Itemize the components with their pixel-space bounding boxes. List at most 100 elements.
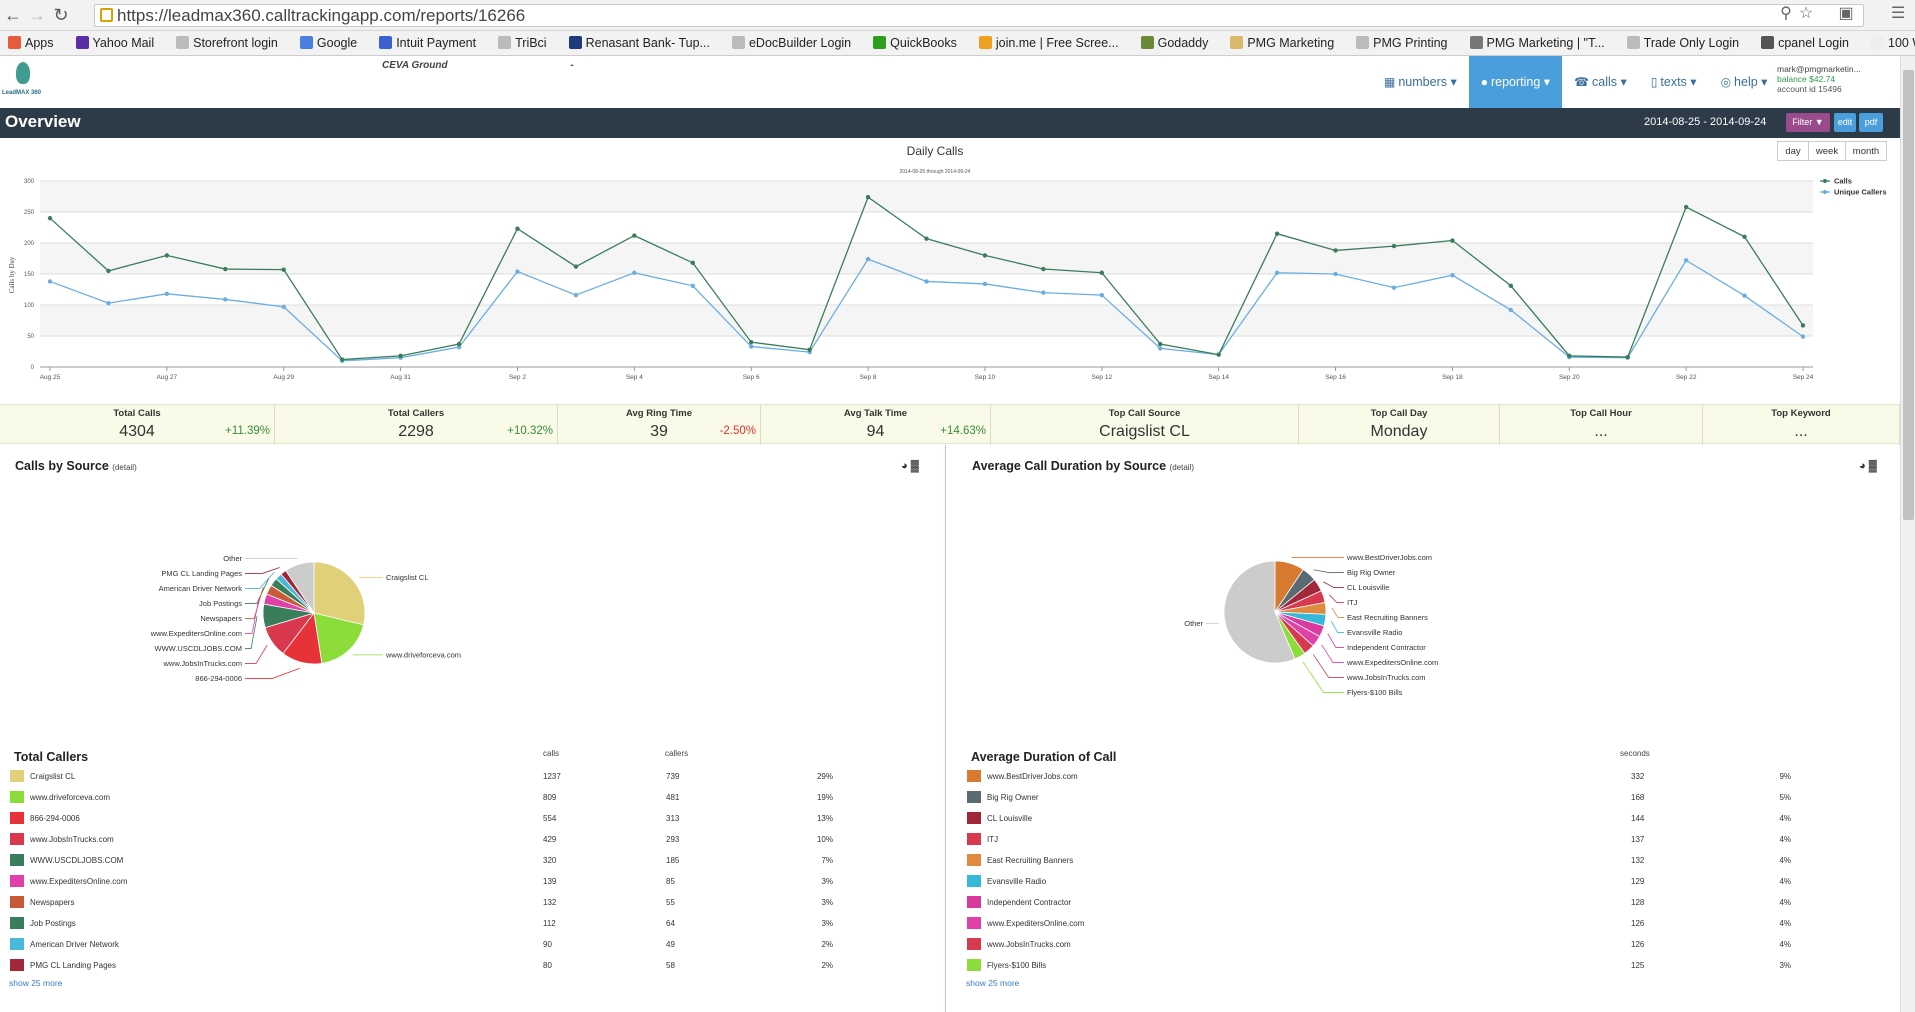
account-selector[interactable]: CEVA Ground - <box>382 60 574 71</box>
bookmark-item[interactable]: PMG Printing <box>1348 31 1448 55</box>
bookmark-item[interactable]: Godaddy <box>1133 31 1208 55</box>
list-row[interactable]: Independent Contractor 128 4% <box>965 893 1895 914</box>
scroll-thumb[interactable] <box>1903 70 1914 520</box>
bar-icon[interactable]: ▓ <box>910 460 919 472</box>
bookmark-item[interactable]: PMG Marketing <box>1222 31 1334 55</box>
forward-icon[interactable]: → <box>28 5 46 25</box>
list-row[interactable]: www.ExpeditersOnline.com 139 85 3% <box>8 872 938 893</box>
extension-icon[interactable]: ▣ <box>1838 5 1854 22</box>
list-row[interactable]: Job Postings 112 64 3% <box>8 914 938 935</box>
bookmark-item[interactable]: 100 WAPI - Birming... <box>1863 31 1915 55</box>
data-point <box>749 340 754 345</box>
menu-icon[interactable]: ☰ <box>1890 5 1906 22</box>
nav-label: help <box>1734 75 1758 89</box>
list-row[interactable]: PMG CL Landing Pages 80 58 2% <box>8 956 938 977</box>
bookmark-item[interactable]: Intuit Payment <box>371 31 476 55</box>
reload-icon[interactable]: ↻ <box>53 5 69 25</box>
logo[interactable]: LeadMAX 360 <box>2 62 44 102</box>
bookmark-item[interactable]: TriBci <box>490 31 547 55</box>
edit-button[interactable]: edit <box>1834 113 1856 132</box>
list-row[interactable]: Big Rig Owner 168 5% <box>965 788 1895 809</box>
data-point <box>1742 293 1747 298</box>
pie-label: East Recruiting Banners <box>1347 613 1428 622</box>
list-row[interactable]: Craigslist CL 1237 739 29% <box>8 767 938 788</box>
back-icon[interactable]: ← <box>4 5 22 25</box>
row-name: Flyers-$100 Bills <box>987 961 1047 970</box>
bookmark-item[interactable]: Renasant Bank- Tup... <box>561 31 710 55</box>
list-row[interactable]: Evansville Radio 129 4% <box>965 872 1895 893</box>
list-row[interactable]: WWW.USCDLJOBS.COM 320 185 7% <box>8 851 938 872</box>
chevron-down-icon: ▾ <box>1446 75 1457 89</box>
bookmark-item[interactable]: cpanel Login <box>1753 31 1849 55</box>
stat-label: Top Keyword <box>1771 408 1831 419</box>
bookmark-item[interactable]: Google <box>292 31 357 55</box>
show-more-link-right[interactable]: show 25 more <box>966 978 1020 988</box>
row-name: PMG CL Landing Pages <box>30 961 116 970</box>
pdf-button[interactable]: pdf <box>1859 113 1883 132</box>
bookmark-item[interactable]: QuickBooks <box>865 31 957 55</box>
row-calls: 139 <box>543 877 557 886</box>
nav-texts[interactable]: ▯ texts ▾ <box>1639 56 1709 108</box>
star-icon[interactable]: ☆ <box>1798 5 1814 22</box>
list-row[interactable]: www.ExpeditersOnline.com 126 4% <box>965 914 1895 935</box>
range-week-button[interactable]: week <box>1808 141 1846 161</box>
bookmark-item[interactable]: Trade Only Login <box>1619 31 1739 55</box>
list-row[interactable]: www.JobsInTrucks.com 429 293 10% <box>8 830 938 851</box>
detail-link[interactable]: (detail) <box>1169 463 1194 472</box>
list-row[interactable]: www.JobsInTrucks.com 126 4% <box>965 935 1895 956</box>
data-point <box>456 344 462 350</box>
bar-icon[interactable]: ▓ <box>1868 460 1877 472</box>
row-pct: 4% <box>1779 919 1791 928</box>
address-bar[interactable]: https://leadmax360.calltrackingapp.com/r… <box>94 4 1864 27</box>
nav-calls[interactable]: ☎ calls ▾ <box>1562 56 1639 108</box>
list-row[interactable]: www.BestDriverJobs.com 332 9% <box>965 767 1895 788</box>
pie-slice <box>285 561 315 615</box>
range-month-button[interactable]: month <box>1845 141 1887 161</box>
user-box[interactable]: mark@pmgmarketin... balance $42.74 accou… <box>1777 64 1907 94</box>
pie-leader-line <box>245 667 301 679</box>
bookmark-item[interactable]: eDocBuilder Login <box>724 31 851 55</box>
pie-icon[interactable]: ◕ <box>901 460 908 472</box>
list-row[interactable]: American Driver Network 90 49 2% <box>8 935 938 956</box>
data-point <box>106 300 111 306</box>
y-tick-label: 0 <box>31 365 35 371</box>
nav-help[interactable]: ◎ help ▾ <box>1709 56 1780 108</box>
bookmark-item[interactable]: Apps <box>0 31 54 55</box>
bookmark-item[interactable]: PMG Marketing | "T... <box>1462 31 1605 55</box>
bookmark-item[interactable]: Yahoo Mail <box>68 31 154 55</box>
nav-numbers[interactable]: ▦ numbers ▾ <box>1372 56 1469 108</box>
data-point <box>865 194 871 200</box>
list-row[interactable]: www.driveforceva.com 809 481 19% <box>8 788 938 809</box>
list-row[interactable]: 866-294-0006 554 313 13% <box>8 809 938 830</box>
nav-reporting[interactable]: ● reporting ▾ <box>1468 56 1563 108</box>
x-tick-label: Sep 14 <box>1208 374 1229 381</box>
data-point <box>223 266 228 272</box>
show-more-link-left[interactable]: show 25 more <box>9 978 63 988</box>
list-row[interactable]: Flyers-$100 Bills 125 3% <box>965 956 1895 977</box>
account-dropdown[interactable]: - <box>570 60 574 71</box>
report-icon: ● <box>1480 75 1488 89</box>
row-seconds: 129 <box>1631 877 1645 886</box>
bookmark-item[interactable]: join.me | Free Scree... <box>971 31 1119 55</box>
detail-link[interactable]: (detail) <box>112 463 137 472</box>
list-row[interactable]: East Recruiting Banners 132 4% <box>965 851 1895 872</box>
range-day-button[interactable]: day <box>1777 141 1809 161</box>
pie-icon[interactable]: ◕ <box>1859 460 1866 472</box>
x-tick-label: Sep 16 <box>1325 374 1346 381</box>
row-pct: 2% <box>821 961 833 970</box>
logo-mark-icon <box>16 62 30 84</box>
list-row[interactable]: ITJ 137 4% <box>965 830 1895 851</box>
row-callers: 185 <box>666 856 680 865</box>
user-email: mark@pmgmarketin... <box>1777 64 1861 74</box>
page-scrollbar[interactable] <box>1900 56 1915 1012</box>
list-row[interactable]: CL Louisville 144 4% <box>965 809 1895 830</box>
bookmark-item[interactable]: Storefront login <box>168 31 278 55</box>
page-title: Overview <box>5 112 81 131</box>
filter-button[interactable]: Filter ▼ <box>1786 113 1830 132</box>
search-icon[interactable]: ⚲ <box>1780 5 1792 22</box>
list-row[interactable]: Newspapers 132 55 3% <box>8 893 938 914</box>
grid-icon: ▦ <box>1384 75 1396 89</box>
row-pct: 10% <box>816 835 833 844</box>
data-point <box>1800 334 1806 339</box>
date-range[interactable]: 2014-08-25 - 2014-09-24 <box>1644 116 1767 128</box>
